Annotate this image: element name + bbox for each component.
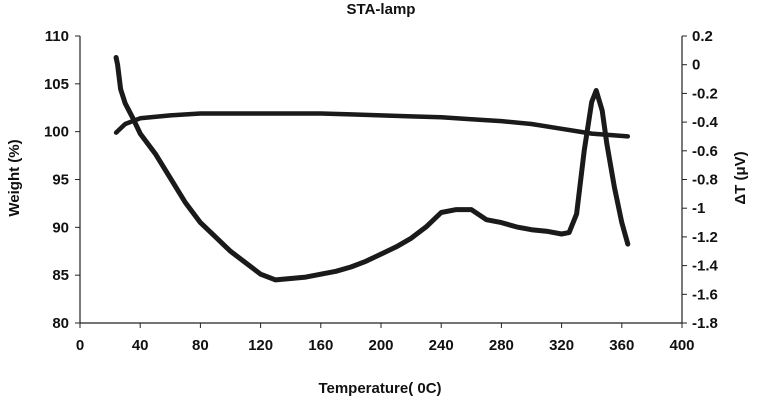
y-left-tick-label: 80 bbox=[52, 315, 69, 332]
x-tick-label: 200 bbox=[368, 337, 393, 354]
y-axis-right-label: ΔT (μV) bbox=[732, 151, 749, 204]
x-tick-label: 120 bbox=[248, 337, 273, 354]
series-layer bbox=[113, 55, 631, 283]
x-tick-label: 80 bbox=[192, 337, 209, 354]
y-left-tick-label: 95 bbox=[52, 172, 69, 189]
y-left-tick-label: 90 bbox=[52, 219, 69, 236]
x-tick-label: 160 bbox=[308, 337, 333, 354]
chart-title: STA-lamp bbox=[347, 1, 416, 18]
y-right-tick-label: -1.4 bbox=[692, 258, 719, 275]
y-right-tick-label: -0.2 bbox=[692, 85, 718, 102]
y-axis-right: -1.8 -1.6 -1.4 -1.2 -1 -0.8 -0.6 -0.4 -0.2 0 0.2 bbox=[682, 28, 719, 332]
y-left-tick-label: 85 bbox=[52, 267, 69, 284]
x-axis: 0 40 80 120 160 200 240 280 320 360 400 bbox=[76, 323, 695, 354]
y-right-tick-label: -1.8 bbox=[692, 315, 718, 332]
y-right-tick-label: 0.2 bbox=[692, 28, 713, 45]
x-tick-label: 400 bbox=[669, 337, 694, 354]
y-right-tick-label: -1 bbox=[692, 200, 705, 217]
y-right-tick-label: 0 bbox=[692, 57, 700, 74]
y-axis-left: 80 85 90 95 100 105 110 bbox=[44, 28, 80, 332]
y-axis-left-label: Weight (%) bbox=[6, 139, 23, 216]
weight-curve bbox=[113, 111, 631, 139]
y-right-tick-label: -0.8 bbox=[692, 172, 718, 189]
y-left-tick-label: 110 bbox=[45, 28, 69, 45]
y-left-tick-label: 105 bbox=[44, 76, 69, 93]
x-tick-label: 360 bbox=[609, 337, 634, 354]
y-right-tick-label: -0.4 bbox=[692, 114, 719, 131]
x-tick-label: 240 bbox=[429, 337, 454, 354]
y-left-tick-label: 100 bbox=[44, 124, 69, 141]
x-tick-label: 280 bbox=[489, 337, 514, 354]
x-axis-label: Temperature( 0C) bbox=[318, 380, 441, 397]
x-tick-label: 40 bbox=[132, 337, 149, 354]
y-right-tick-label: -1.6 bbox=[692, 286, 718, 303]
y-right-tick-label: -0.6 bbox=[692, 143, 718, 160]
y-right-tick-label: -1.2 bbox=[692, 229, 718, 246]
x-tick-label: 0 bbox=[76, 337, 84, 354]
x-tick-label: 320 bbox=[549, 337, 574, 354]
dta-curve bbox=[113, 55, 631, 283]
